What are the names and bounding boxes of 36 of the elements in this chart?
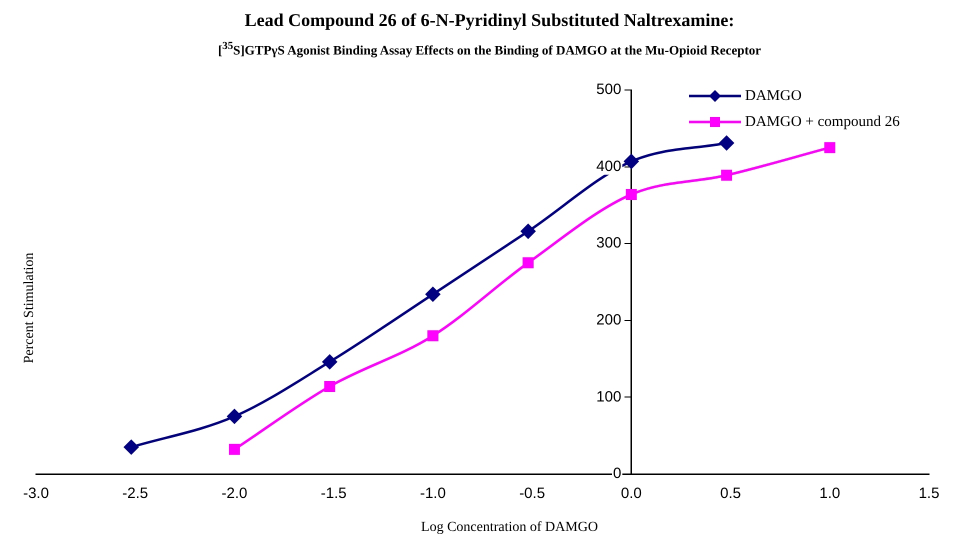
x-axis-title: Log Concentration of DAMGO <box>420 520 599 536</box>
y-tick-label: 100 <box>596 388 622 406</box>
chart-subtitle: [$^{35}$S]GTPγS Agonist Binding Assay Effects on the Binding of DAMGO at the Mu-Opioid Receptor <box>216 40 762 58</box>
point <box>719 136 734 150</box>
x-tick-label: -2.5 <box>122 485 148 502</box>
point <box>227 409 242 424</box>
legend-label: DAMGO <box>745 88 802 104</box>
point <box>124 440 139 454</box>
point <box>426 287 440 302</box>
y-tick-label: 500 <box>596 81 622 98</box>
chart-title: Lead Compound 26 of 6-N-Pyridinyl Substituted Naltrexamine: <box>244 10 736 31</box>
point <box>520 224 536 239</box>
legend-label: DAMGO + compound 26 <box>745 114 900 130</box>
point <box>228 444 240 455</box>
x-tick-label: -3.0 <box>23 485 49 502</box>
point <box>824 142 836 154</box>
x-tick-label: -1.0 <box>420 485 446 502</box>
x-tick-label: 1.0 <box>819 485 840 502</box>
point <box>322 354 337 370</box>
point <box>721 170 732 181</box>
x-tick-label: -1.5 <box>320 485 347 502</box>
point <box>427 330 438 342</box>
x-tick-label: 1.5 <box>918 485 940 502</box>
y-tick-label: 300 <box>596 234 622 252</box>
y-tick-label: 200 <box>596 312 622 329</box>
point <box>522 257 534 268</box>
x-tick-label: -0.5 <box>519 485 546 502</box>
x-tick-label: 0.0 <box>620 485 642 502</box>
x-tick-label: -2.0 <box>222 485 248 502</box>
y-axis-title: Percent Stimulation <box>22 252 38 366</box>
x-tick-label: 0.5 <box>720 485 741 502</box>
point <box>324 380 336 392</box>
y-tick-label: 400 <box>596 158 622 175</box>
y-tick-label: 0 <box>612 465 622 482</box>
point <box>624 154 639 169</box>
point <box>626 188 637 200</box>
